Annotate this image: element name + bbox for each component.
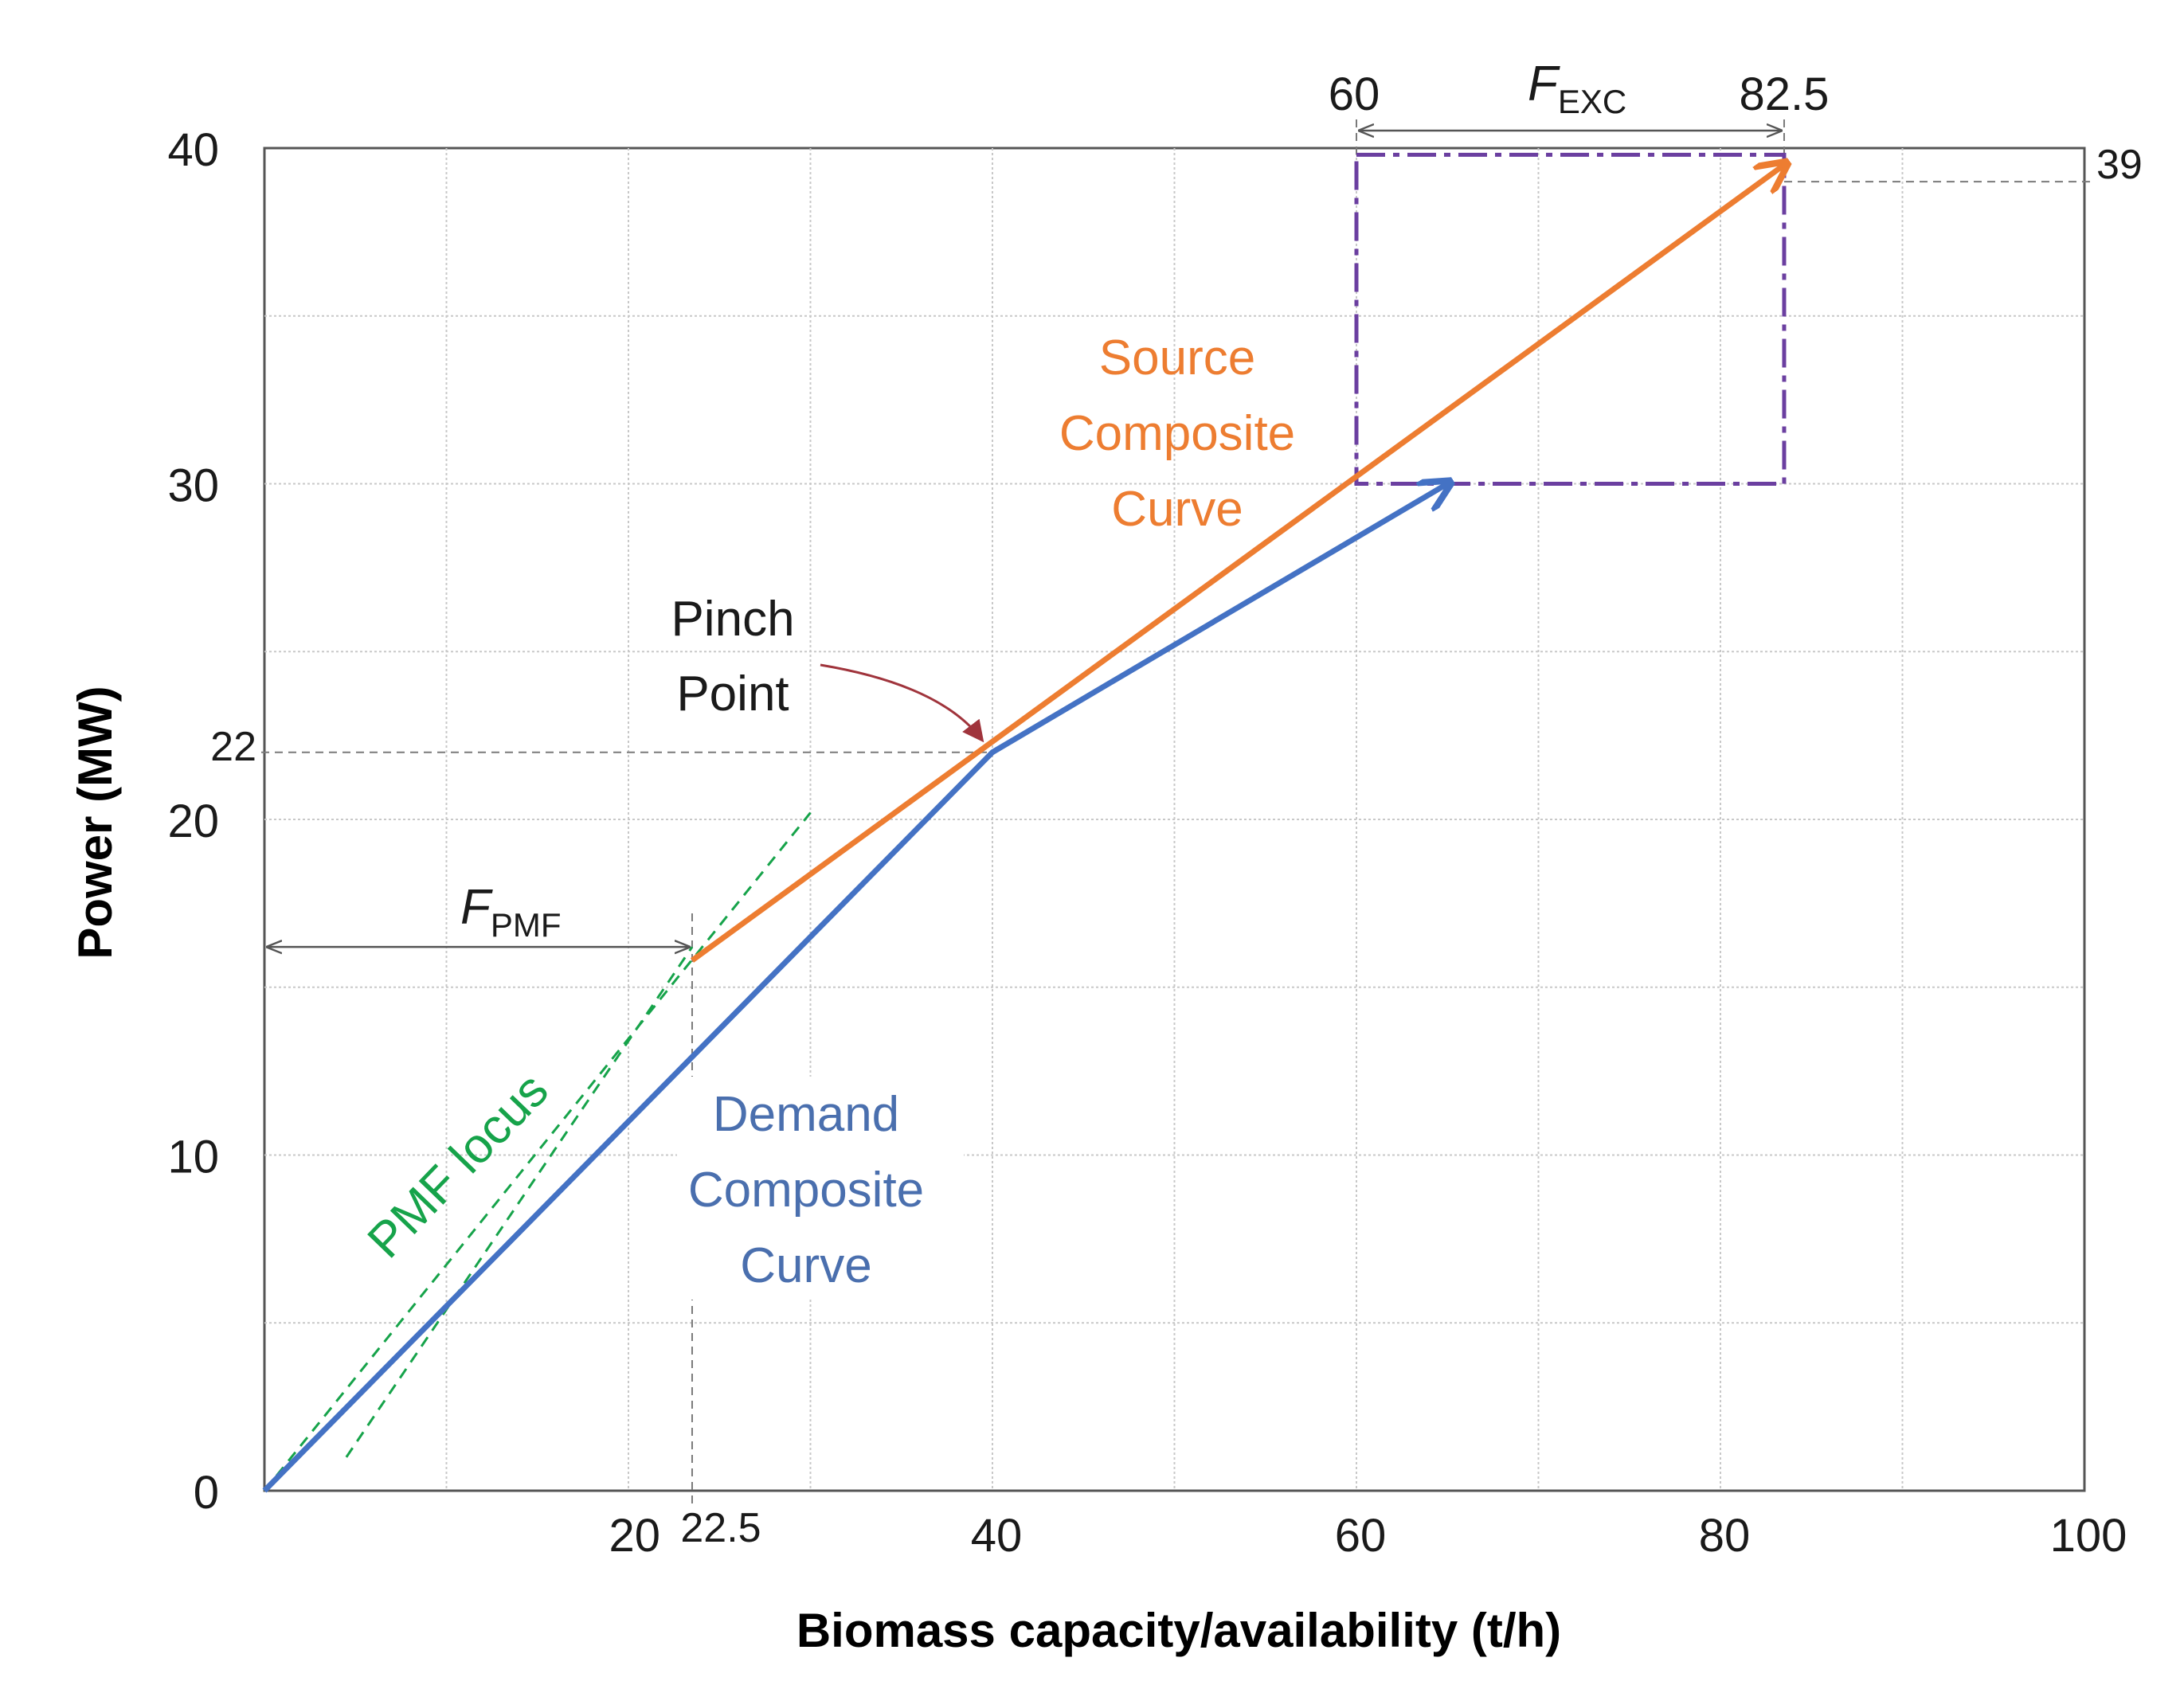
y-axis-ticks: 0 10 20 30 40 <box>167 124 219 1519</box>
fpmf-label: FPMF <box>460 880 562 944</box>
demand-label-line-3: Curve <box>740 1238 871 1293</box>
pinch-point-label: Pinch Point <box>671 592 794 721</box>
source-label-line-1: Source <box>1099 330 1255 385</box>
demand-label-backdrop <box>677 1077 964 1300</box>
demand-curve-label: Demand Composite Curve <box>677 1077 964 1300</box>
excess-box <box>1354 152 1787 486</box>
demand-label-line-2: Composite <box>688 1163 924 1218</box>
marker-225-label: 22.5 <box>680 1505 761 1551</box>
x-tick-label: 20 <box>609 1510 660 1562</box>
fexc-label: FEXC <box>1528 57 1626 120</box>
pinch-label-line-1: Pinch <box>671 592 794 647</box>
fexc-end-label: 82.5 <box>1740 68 1830 120</box>
x-tick-label: 40 <box>971 1510 1023 1562</box>
y-axis-title: Power (MW) <box>68 686 122 959</box>
y-tick-label: 10 <box>167 1132 219 1183</box>
source-composite-curve <box>690 165 1784 963</box>
pinch-point-pointer <box>820 663 984 743</box>
marker-39-label: 39 <box>2096 142 2143 188</box>
x-axis-title: Biomass capacity/availability (t/h) <box>796 1604 1561 1657</box>
demand-composite-curve <box>262 484 1447 1493</box>
x-tick-label: 100 <box>2050 1510 2127 1562</box>
fexc-start-label: 60 <box>1329 68 1380 120</box>
x-tick-label: 60 <box>1335 1510 1387 1562</box>
source-label-line-3: Curve <box>1111 482 1243 537</box>
x-tick-label: 80 <box>1699 1510 1751 1562</box>
x-axis-ticks: 20 40 60 80 100 <box>609 1510 2127 1562</box>
y-tick-label: 30 <box>167 460 219 512</box>
source-label-line-2: Composite <box>1059 406 1295 461</box>
y-tick-label: 20 <box>167 796 219 847</box>
pinch-label-line-2: Point <box>676 667 789 721</box>
marker-22-label: 22 <box>210 724 256 770</box>
demand-label-line-1: Demand <box>713 1087 899 1142</box>
pmf-locus-line-lower <box>345 946 694 1458</box>
y-tick-label: 40 <box>167 124 219 176</box>
grid <box>264 148 2084 1491</box>
y-tick-label: 0 <box>194 1467 219 1519</box>
reference-guides <box>261 119 2094 1509</box>
source-curve-label: Source Composite Curve <box>1059 330 1295 537</box>
